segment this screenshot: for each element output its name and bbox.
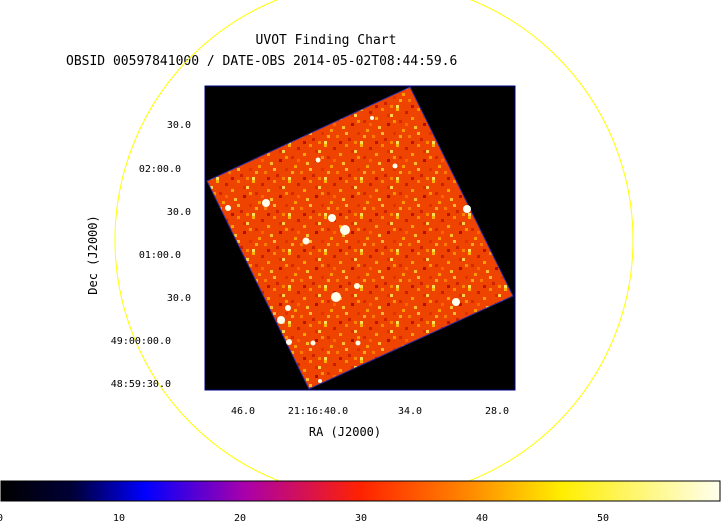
star-source [285,305,291,311]
ra-tick-label: 28.0 [485,406,509,417]
colorbar-tick-label: 20 [234,513,246,521]
dec-tick-label: 30.0 [167,120,191,131]
star-source [318,379,322,383]
dec-tick-label: 02:00.0 [139,164,181,175]
star-source [370,116,374,120]
colorbar-tick-labels: 0 10 20 30 40 50 [0,513,609,521]
exposure-area [206,86,514,390]
ra-tick-label: 46.0 [231,406,255,417]
colorbar-tick-label: 40 [476,513,488,521]
star-source [302,237,310,245]
star-source [355,340,361,346]
star-source [286,339,292,345]
dec-tick-label: 49:00:00.0 [111,336,171,347]
chart-subtitle: OBSID 00597841000 / DATE-OBS 2014-05-02T… [66,54,458,69]
colorbar-tick-label: 50 [597,513,609,521]
chart-title: UVOT Finding Chart [255,33,397,48]
star-source [392,163,398,169]
star-source [328,214,336,222]
star-source [463,205,471,213]
ra-tick-labels: 46.0 21:16:40.0 34.0 28.0 [231,406,509,417]
star-source [452,298,460,306]
star-source [277,316,285,324]
dec-tick-label: 30.0 [167,293,191,304]
colorbar-tick-label: 10 [113,513,125,521]
dec-tick-label: 30.0 [167,207,191,218]
star-source [331,292,341,302]
ra-tick-label: 34.0 [398,406,422,417]
star-sources [225,116,471,383]
ra-tick-label: 21:16:40.0 [288,406,348,417]
colorbar [0,480,721,502]
star-source [225,205,231,211]
colorbar-tick-label: 0 [0,513,3,521]
dec-tick-labels: 30.0 02:00.0 30.0 01:00.0 30.0 49:00:00.… [111,120,191,390]
ra-axis-title: RA (J2000) [309,425,381,439]
star-source [354,283,360,289]
star-source [310,340,316,346]
dec-tick-label: 01:00.0 [139,250,181,261]
star-source [262,199,270,207]
star-source [315,157,321,163]
star-source [340,225,350,235]
colorbar-tick-label: 30 [355,513,367,521]
dec-tick-label: 48:59:30.0 [111,379,171,390]
dec-axis-title: Dec (J2000) [86,215,100,294]
